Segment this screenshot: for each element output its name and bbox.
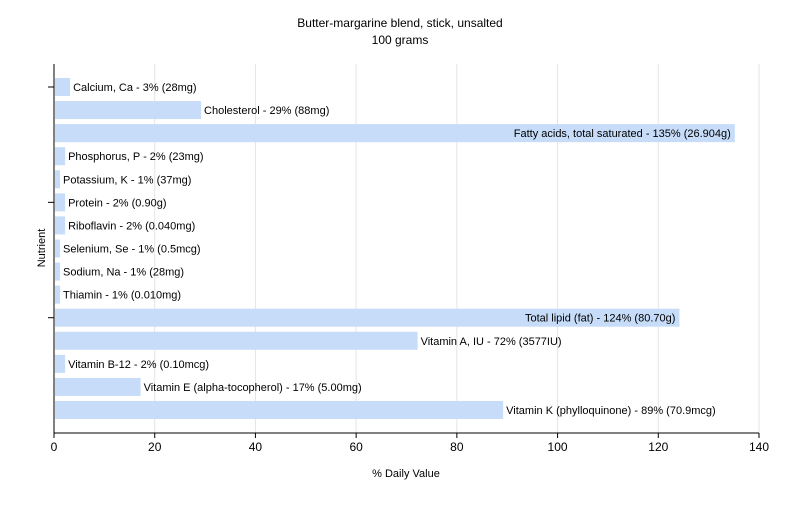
chart-subtitle: 100 grams [372, 33, 429, 47]
bar-label: Vitamin E (alpha-tocopherol) - 17% (5.00… [144, 382, 362, 394]
bar [55, 216, 66, 235]
bar [55, 262, 61, 281]
y-axis-label: Nutrient [36, 229, 48, 268]
x-tick-label: 20 [148, 440, 162, 454]
bar [55, 124, 735, 143]
bar [55, 354, 66, 373]
bar [55, 331, 418, 350]
x-tick-label: 80 [450, 440, 464, 454]
x-tick-label: 40 [249, 440, 263, 454]
bar-label: Protein - 2% (0.90g) [68, 197, 166, 209]
x-tick-label: 0 [51, 440, 58, 454]
bar-label: Phosphorus, P - 2% (23mg) [68, 151, 204, 163]
bar-label: Potassium, K - 1% (37mg) [63, 174, 191, 186]
chart-title: Butter-margarine blend, stick, unsalted [297, 16, 502, 30]
gridlines [154, 64, 760, 433]
bar-label: Sodium, Na - 1% (28mg) [63, 267, 184, 279]
bars: Calcium, Ca - 3% (28mg) Cholesterol - 29%… [55, 78, 735, 419]
bar-label: Thiamin - 1% (0.010mg) [63, 290, 181, 302]
bar [55, 101, 202, 120]
x-tick-label: 60 [349, 440, 363, 454]
bar-label: Cholesterol - 29% (88mg) [204, 105, 329, 117]
bar-label: Selenium, Se - 1% (0.5mcg) [63, 243, 201, 255]
bar [55, 170, 61, 189]
bar [55, 308, 680, 327]
bar-label: Fatty acids, total saturated - 135% (26.… [514, 128, 731, 140]
x-tick-label: 140 [749, 440, 769, 454]
bar-label: Calcium, Ca - 3% (28mg) [73, 82, 196, 94]
bar-label: Total lipid (fat) - 124% (80.70g) [525, 313, 675, 325]
bar [55, 239, 61, 258]
bar-label: Vitamin A, IU - 72% (3577IU) [421, 336, 562, 348]
x-axis-label: % Daily Value [372, 468, 440, 480]
bar-label: Riboflavin - 2% (0.040mg) [68, 220, 195, 232]
bar [55, 78, 71, 96]
x-tick-label: 120 [648, 440, 668, 454]
bar-label: Vitamin K (phylloquinone) - 89% (70.9mcg… [506, 405, 716, 417]
bar [55, 377, 141, 396]
bar [55, 147, 66, 166]
x-tick-label: 100 [548, 440, 568, 454]
bar-label: Vitamin B-12 - 2% (0.10mcg) [68, 359, 209, 371]
bar [55, 285, 61, 304]
axes: 0 20 40 60 80 100 120 140 [48, 64, 769, 454]
bar [55, 400, 504, 419]
bar [55, 193, 66, 212]
